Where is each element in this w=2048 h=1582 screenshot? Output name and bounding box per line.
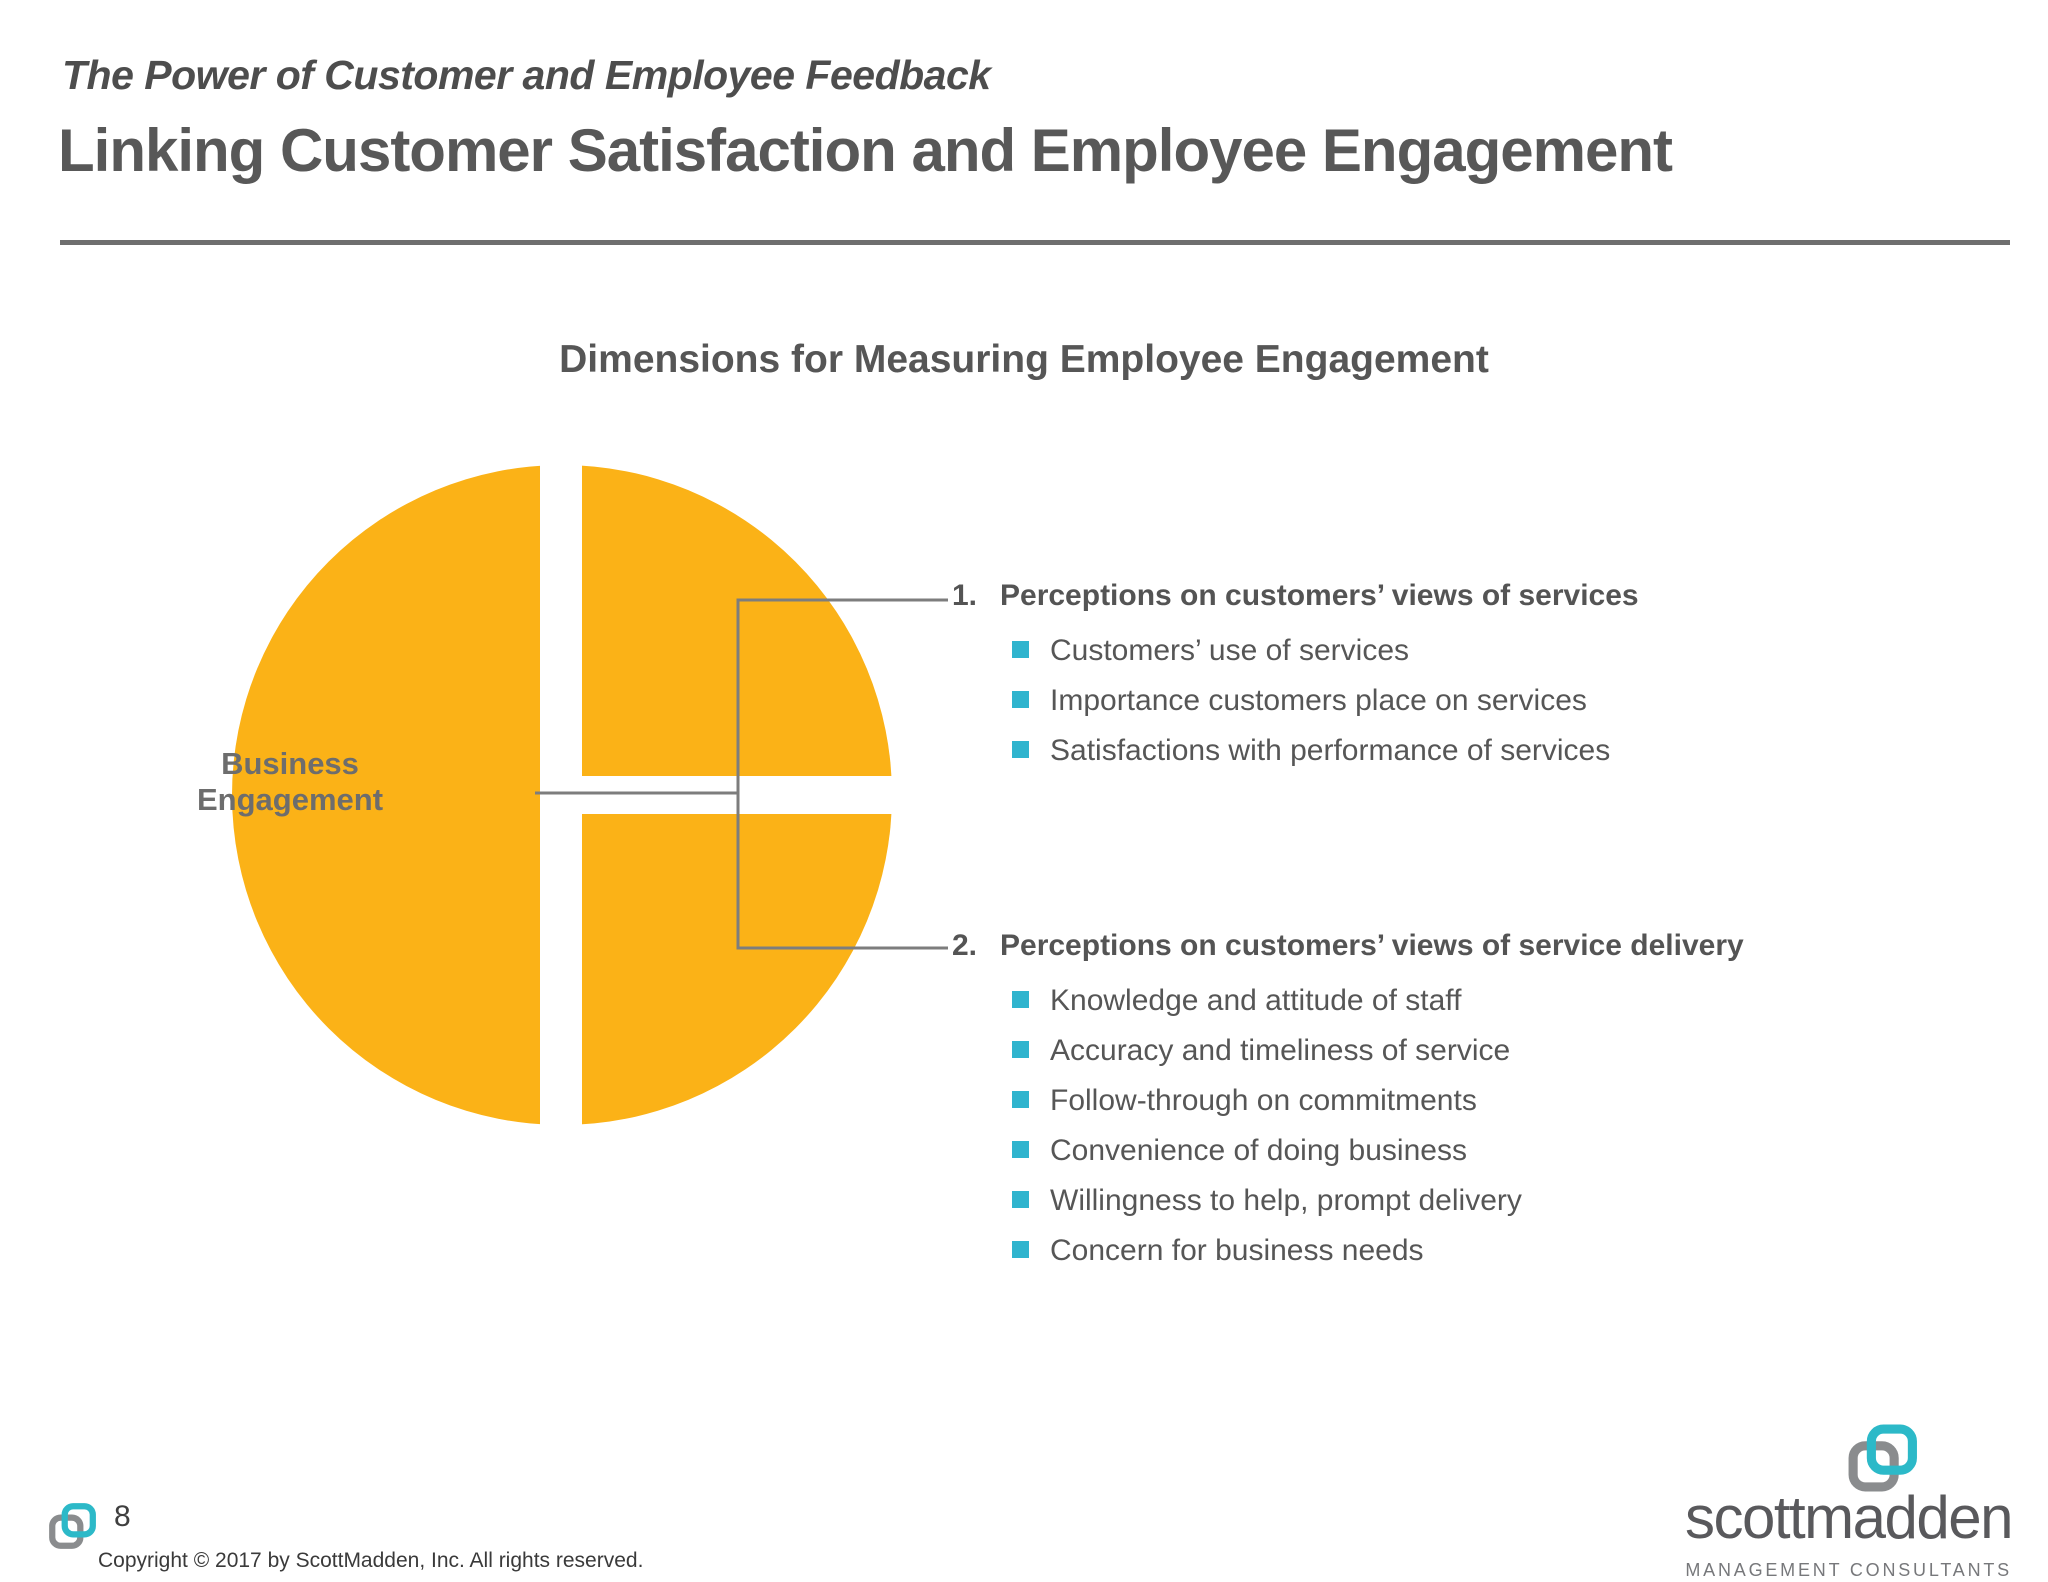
callout-list: Knowledge and attitude of staff Accuracy… xyxy=(952,976,1952,1276)
callout-heading-text: Perceptions on customers’ views of servi… xyxy=(1000,929,1744,962)
scottmadden-logo-text: scottmadden xyxy=(1684,1484,2014,1551)
scottmadden-mark-icon xyxy=(46,1500,98,1552)
pie-vertical-gap xyxy=(540,450,582,1142)
list-item: Follow-through on commitments xyxy=(1012,1076,1952,1126)
bullet-square-icon xyxy=(1012,741,1029,758)
list-item: Accuracy and timeliness of service xyxy=(1012,1026,1952,1076)
bullet-square-icon xyxy=(1012,1041,1029,1058)
callout-list: Customers’ use of services Importance cu… xyxy=(952,626,1952,776)
bullet-square-icon xyxy=(1012,1091,1029,1108)
connector-line-callouts xyxy=(736,598,948,950)
copyright-text: Copyright © 2017 by ScottMadden, Inc. Al… xyxy=(98,1549,644,1572)
callout-heading: 2. Perceptions on customers’ views of se… xyxy=(952,928,1952,964)
list-item-text: Knowledge and attitude of staff xyxy=(1050,984,1462,1017)
list-item-text: Willingness to help, prompt delivery xyxy=(1050,1184,1522,1217)
pie-horizontal-gap xyxy=(582,776,904,814)
list-item: Knowledge and attitude of staff xyxy=(1012,976,1952,1026)
list-item-text: Customers’ use of services xyxy=(1050,634,1410,667)
bullet-square-icon xyxy=(1012,991,1029,1008)
list-item: Satisfactions with performance of servic… xyxy=(1012,726,1952,776)
slide-kicker: The Power of Customer and Employee Feedb… xyxy=(62,52,991,98)
callout-group-1: 1. Perceptions on customers’ views of se… xyxy=(952,578,1952,776)
page-number: 8 xyxy=(114,1500,131,1533)
list-item: Importance customers place on services xyxy=(1012,676,1952,726)
list-item: Customers’ use of services xyxy=(1012,626,1952,676)
pie-center-label: Business Engagement xyxy=(196,746,384,817)
callout-heading: 1. Perceptions on customers’ views of se… xyxy=(952,578,1952,614)
list-item-text: Follow-through on commitments xyxy=(1050,1084,1477,1117)
page-title: Linking Customer Satisfaction and Employ… xyxy=(58,117,1673,184)
scottmadden-logo-subtext: MANAGEMENT CONSULTANTS xyxy=(1685,1560,2012,1580)
list-item-text: Accuracy and timeliness of service xyxy=(1050,1034,1511,1067)
bullet-square-icon xyxy=(1012,1241,1029,1258)
list-item: Convenience of doing business xyxy=(1012,1126,1952,1176)
bullet-square-icon xyxy=(1012,691,1029,708)
list-item-text: Importance customers place on services xyxy=(1050,684,1587,717)
list-item-text: Concern for business needs xyxy=(1050,1234,1424,1267)
callout-number: 2. xyxy=(952,929,978,962)
bullet-square-icon xyxy=(1012,1191,1029,1208)
list-item: Willingness to help, prompt delivery xyxy=(1012,1176,1952,1226)
bullet-square-icon xyxy=(1012,641,1029,658)
list-item: Concern for business needs xyxy=(1012,1226,1952,1276)
callout-heading-text: Perceptions on customers’ views of servi… xyxy=(1000,579,1639,612)
title-underline xyxy=(60,240,2010,245)
list-item-text: Convenience of doing business xyxy=(1050,1134,1467,1167)
section-heading: Dimensions for Measuring Employee Engage… xyxy=(559,338,1489,381)
list-item-text: Satisfactions with performance of servic… xyxy=(1050,734,1611,767)
callout-number: 1. xyxy=(952,579,978,612)
bullet-square-icon xyxy=(1012,1141,1029,1158)
callout-group-2: 2. Perceptions on customers’ views of se… xyxy=(952,928,1952,1276)
